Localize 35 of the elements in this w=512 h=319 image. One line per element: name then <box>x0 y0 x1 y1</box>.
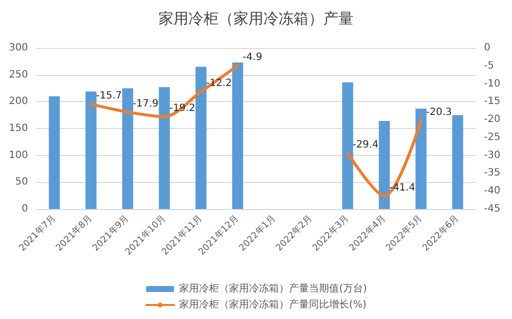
y2-tick-label: 0 <box>484 42 490 54</box>
y-tick-label: 250 <box>8 69 28 80</box>
bar <box>196 66 206 209</box>
bar <box>416 108 426 209</box>
y2-tick-label: -35 <box>484 168 500 179</box>
y2-tick-label: -25 <box>484 132 500 143</box>
y2-tick-label: -20 <box>484 114 500 126</box>
bar <box>158 87 170 209</box>
bar <box>452 115 464 209</box>
bar <box>86 91 96 209</box>
data-label: -29.4 <box>352 140 379 151</box>
data-label: -20.3 <box>426 107 452 118</box>
bar <box>232 62 244 209</box>
y-tick-label: 50 <box>15 176 28 188</box>
bar <box>378 120 390 209</box>
y-tick-label: 150 <box>8 123 28 134</box>
y2-tick-label: -40 <box>484 186 500 197</box>
y2-tick-label: -45 <box>484 204 500 214</box>
data-label: -17.9 <box>132 98 159 110</box>
y-tick-label: 200 <box>8 96 28 108</box>
data-label: -15.7 <box>96 90 122 102</box>
data-label: -4.9 <box>242 52 262 64</box>
y2-tick-label: -5 <box>484 60 494 72</box>
y-tick-label: 100 <box>8 150 28 161</box>
chart-title: 家用冷柜（家用冷冻箱）产量 <box>158 10 354 28</box>
y-tick-label: 300 <box>8 42 28 54</box>
y-tick-label: 0 <box>22 204 28 214</box>
y2-tick-label: -30 <box>484 150 500 161</box>
legend-label: 家用冷柜（家用冷冻箱）产量同比增长(%) <box>179 298 366 310</box>
bar <box>342 82 354 209</box>
y2-tick-label: -10 <box>484 78 500 90</box>
bar <box>122 88 134 209</box>
legend-label: 家用冷柜（家用冷冻箱）产量当期值(万台) <box>179 282 367 294</box>
y2-tick-label: -15 <box>484 96 500 108</box>
bar <box>48 96 60 209</box>
